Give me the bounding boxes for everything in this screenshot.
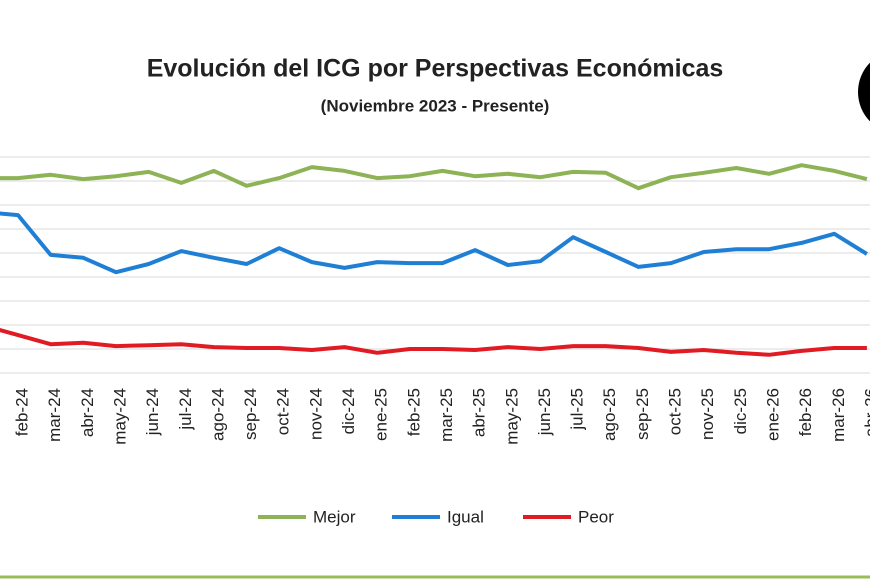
x-tick-label: abr-24	[78, 388, 97, 437]
x-tick-label: may-25	[502, 388, 521, 445]
x-tick-label: sep-24	[241, 388, 260, 440]
x-tick-label: dic-24	[339, 388, 358, 434]
chart-title: Evolución del ICG por Perspectivas Econó…	[147, 55, 724, 83]
x-tick-label: ene-25	[372, 388, 391, 441]
x-tick-label: abr-25	[470, 388, 489, 437]
x-tick-label: nov-25	[698, 388, 717, 440]
series-line	[0, 163, 868, 191]
x-tick-label: jul-24	[176, 388, 195, 431]
legend: Mejor Igual Peor	[258, 507, 614, 526]
legend-label: Peor	[578, 507, 614, 526]
legend-label: Igual	[447, 507, 484, 526]
logo	[858, 62, 870, 122]
series-line	[0, 211, 868, 275]
x-tick-label: ago-24	[208, 388, 227, 441]
series-line	[0, 327, 867, 357]
legend-label: Mejor	[313, 507, 356, 526]
x-tick-label: feb-24	[13, 388, 32, 436]
x-tick-label: sep-25	[633, 388, 652, 440]
x-tick-label: mar-26	[829, 388, 848, 442]
x-tick-label: jul-25	[568, 388, 587, 431]
x-tick-label: jun-25	[535, 388, 554, 436]
x-axis: feb-24 mar-24 abr-24 may-24 jun-24 jul-24 ago-…	[13, 388, 870, 445]
x-tick-label: mar-24	[45, 388, 64, 442]
x-tick-label: may-24	[110, 388, 129, 445]
x-tick-label: oct-24	[274, 388, 293, 435]
x-tick-label: feb-26	[796, 388, 815, 436]
chart-subtitle: (Noviembre 2023 - Presente)	[321, 96, 550, 115]
plot-area	[0, 156, 870, 374]
x-tick-label: mar-25	[437, 388, 456, 442]
x-tick-label: feb-25	[404, 388, 423, 436]
x-tick-label: ene-26	[763, 388, 782, 441]
x-tick-label: dic-25	[731, 388, 750, 434]
x-tick-label: abr-26	[861, 388, 870, 437]
x-tick-label: jun-24	[143, 388, 162, 436]
x-tick-label: ago-25	[600, 388, 619, 441]
x-tick-label: oct-25	[666, 388, 685, 435]
x-tick-label: nov-24	[306, 388, 325, 440]
